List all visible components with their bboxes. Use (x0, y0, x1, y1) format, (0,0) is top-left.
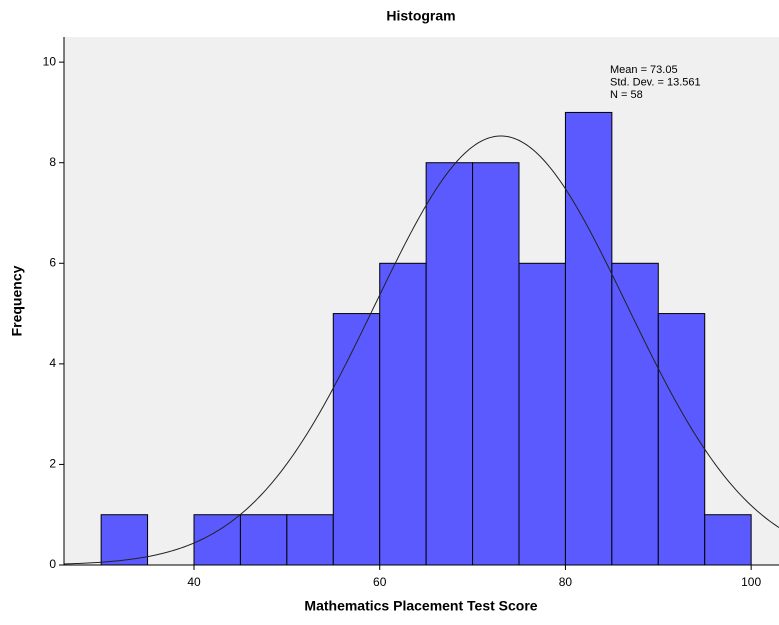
bar (286, 514, 334, 566)
stats-annotation: N = 58 (610, 89, 643, 101)
y-tick-label: 8 (49, 155, 56, 169)
bar (472, 162, 520, 566)
bar (657, 313, 706, 566)
bar (332, 313, 381, 566)
chart-title: Histogram (386, 8, 455, 24)
bar (611, 262, 659, 566)
bar (564, 111, 613, 566)
stats-annotation: Std. Dev. = 13.561 (610, 76, 701, 88)
bar (425, 162, 474, 566)
y-tick-label: 4 (49, 356, 56, 370)
y-axis-title: Frequency (9, 265, 25, 336)
y-tick-label: 2 (49, 457, 56, 471)
x-tick-label: 40 (187, 575, 201, 589)
bar (239, 514, 288, 566)
x-tick-label: 100 (741, 575, 761, 589)
y-tick-label: 0 (49, 557, 56, 571)
bar (518, 262, 566, 566)
x-tick-label: 80 (559, 575, 573, 589)
bar (379, 262, 427, 566)
normal-curve (63, 135, 779, 565)
bar (100, 514, 149, 566)
y-tick-label: 6 (49, 255, 56, 269)
stats-annotation: Mean = 73.05 (610, 64, 678, 76)
y-tick-label: 10 (43, 54, 57, 68)
x-tick-label: 60 (373, 575, 387, 589)
x-axis-title: Mathematics Placement Test Score (304, 598, 537, 614)
bar (704, 514, 752, 566)
